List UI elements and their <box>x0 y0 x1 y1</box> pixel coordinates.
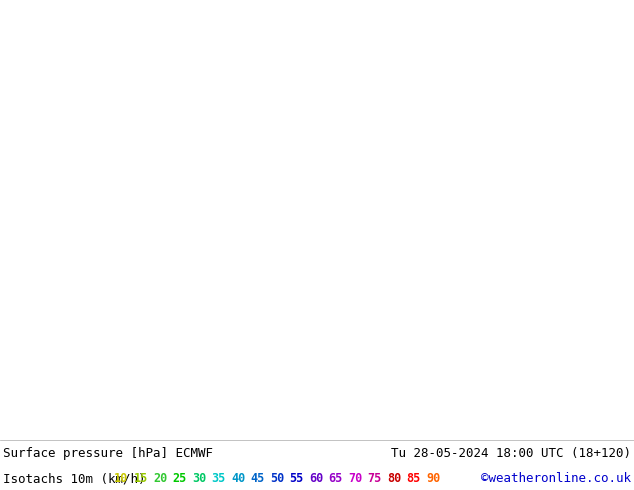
Text: 60: 60 <box>309 472 323 485</box>
Text: Isotachs 10m (km/h): Isotachs 10m (km/h) <box>3 472 145 485</box>
Text: 90: 90 <box>426 472 440 485</box>
Text: 40: 40 <box>231 472 245 485</box>
Text: 10: 10 <box>114 472 128 485</box>
Text: 20: 20 <box>153 472 167 485</box>
Text: Surface pressure [hPa] ECMWF: Surface pressure [hPa] ECMWF <box>3 447 213 460</box>
Text: 25: 25 <box>172 472 187 485</box>
Text: 35: 35 <box>212 472 226 485</box>
Text: 80: 80 <box>387 472 401 485</box>
Text: 75: 75 <box>368 472 382 485</box>
Text: 30: 30 <box>192 472 206 485</box>
Text: Tu 28-05-2024 18:00 UTC (18+120): Tu 28-05-2024 18:00 UTC (18+120) <box>391 447 631 460</box>
Text: 55: 55 <box>290 472 304 485</box>
Text: 85: 85 <box>406 472 421 485</box>
Text: ©weatheronline.co.uk: ©weatheronline.co.uk <box>481 472 631 485</box>
Text: 70: 70 <box>348 472 362 485</box>
Text: 65: 65 <box>328 472 343 485</box>
Text: 45: 45 <box>250 472 265 485</box>
Text: 50: 50 <box>270 472 284 485</box>
Text: 15: 15 <box>134 472 148 485</box>
